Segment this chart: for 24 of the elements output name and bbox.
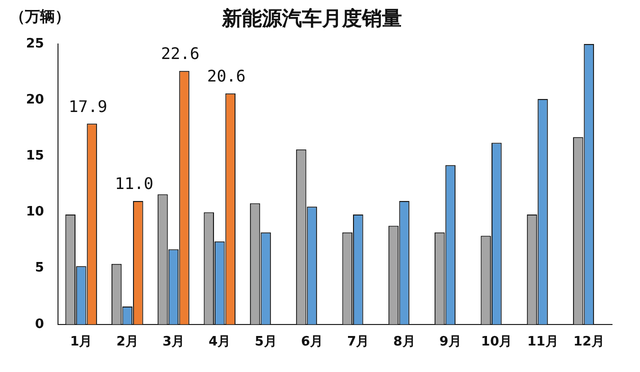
y-tick-label: 0 [35, 316, 44, 332]
x-tick-label: 5月 [254, 334, 277, 350]
data-label: 11.0 [114, 174, 154, 194]
y-tick-label: 5 [35, 260, 44, 276]
x-tick-label: 7月 [347, 334, 370, 350]
x-tick-label: 12月 [573, 334, 604, 350]
x-tick-label: 9月 [439, 334, 462, 350]
y-axis-title: （万辆） [10, 7, 70, 26]
x-tick-label: 11月 [527, 334, 558, 350]
x-tick-label: 10月 [481, 334, 512, 350]
y-tick-label: 10 [26, 204, 44, 220]
x-tick-label: 2月 [116, 334, 138, 350]
data-label: 17.9 [68, 96, 108, 116]
x-tick-label: 8月 [393, 334, 416, 350]
data-label: 22.6 [160, 44, 200, 64]
x-tick-label: 1月 [70, 334, 92, 350]
x-tick-label: 3月 [162, 334, 185, 350]
y-tick-label: 15 [26, 148, 44, 164]
data-label: 20.6 [207, 66, 246, 86]
chart-title: 新能源汽车月度销量 [221, 6, 402, 30]
x-tick-label: 6月 [300, 334, 323, 350]
y-tick-label: 25 [26, 36, 44, 52]
x-tick-label: 4月 [208, 334, 231, 350]
y-tick-label: 20 [26, 92, 44, 108]
